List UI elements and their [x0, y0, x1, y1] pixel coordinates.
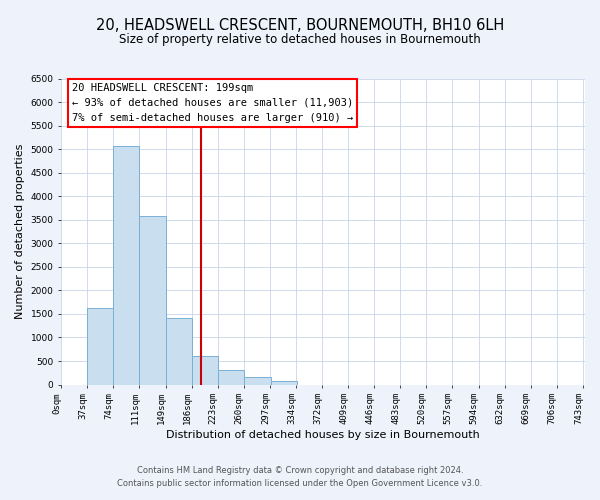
- Bar: [271, 382, 296, 384]
- Text: 20 HEADSWELL CRESCENT: 199sqm
← 93% of detached houses are smaller (11,903)
7% o: 20 HEADSWELL CRESCENT: 199sqm ← 93% of d…: [71, 83, 353, 122]
- Text: Size of property relative to detached houses in Bournemouth: Size of property relative to detached ho…: [119, 32, 481, 46]
- Bar: [218, 370, 244, 384]
- Bar: [87, 308, 113, 384]
- Bar: [166, 318, 193, 384]
- Bar: [113, 146, 139, 384]
- Text: 20, HEADSWELL CRESCENT, BOURNEMOUTH, BH10 6LH: 20, HEADSWELL CRESCENT, BOURNEMOUTH, BH1…: [96, 18, 504, 32]
- Y-axis label: Number of detached properties: Number of detached properties: [15, 144, 25, 319]
- X-axis label: Distribution of detached houses by size in Bournemouth: Distribution of detached houses by size …: [166, 430, 480, 440]
- Bar: [193, 356, 218, 384]
- Bar: [139, 216, 166, 384]
- Text: Contains HM Land Registry data © Crown copyright and database right 2024.
Contai: Contains HM Land Registry data © Crown c…: [118, 466, 482, 487]
- Bar: [244, 378, 271, 384]
